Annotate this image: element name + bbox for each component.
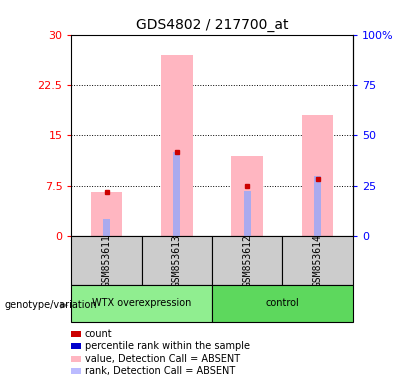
Bar (302, 115, 333, 236)
Bar (91, 192, 122, 236)
Text: count: count (85, 329, 113, 339)
Bar (71, 236, 142, 285)
Bar (212, 236, 282, 285)
Text: percentile rank within the sample: percentile rank within the sample (85, 341, 250, 351)
Bar (173, 152, 181, 236)
Text: value, Detection Call = ABSENT: value, Detection Call = ABSENT (85, 354, 240, 364)
Bar (314, 176, 321, 236)
Bar (71, 285, 212, 322)
Bar (103, 219, 110, 236)
Polygon shape (60, 302, 68, 309)
Text: genotype/variation: genotype/variation (4, 300, 97, 310)
Text: GSM853613: GSM853613 (172, 234, 182, 287)
Text: rank, Detection Call = ABSENT: rank, Detection Call = ABSENT (85, 366, 235, 376)
Bar (161, 55, 193, 236)
Bar (142, 236, 212, 285)
Bar (244, 191, 251, 236)
Text: GSM853611: GSM853611 (102, 234, 112, 287)
Text: GSM853614: GSM853614 (312, 234, 323, 287)
Text: control: control (265, 298, 299, 308)
Text: WTX overexpression: WTX overexpression (92, 298, 192, 308)
Bar (212, 285, 353, 322)
Title: GDS4802 / 217700_at: GDS4802 / 217700_at (136, 18, 289, 32)
Bar (282, 236, 353, 285)
Text: GSM853612: GSM853612 (242, 234, 252, 287)
Bar (231, 156, 263, 236)
